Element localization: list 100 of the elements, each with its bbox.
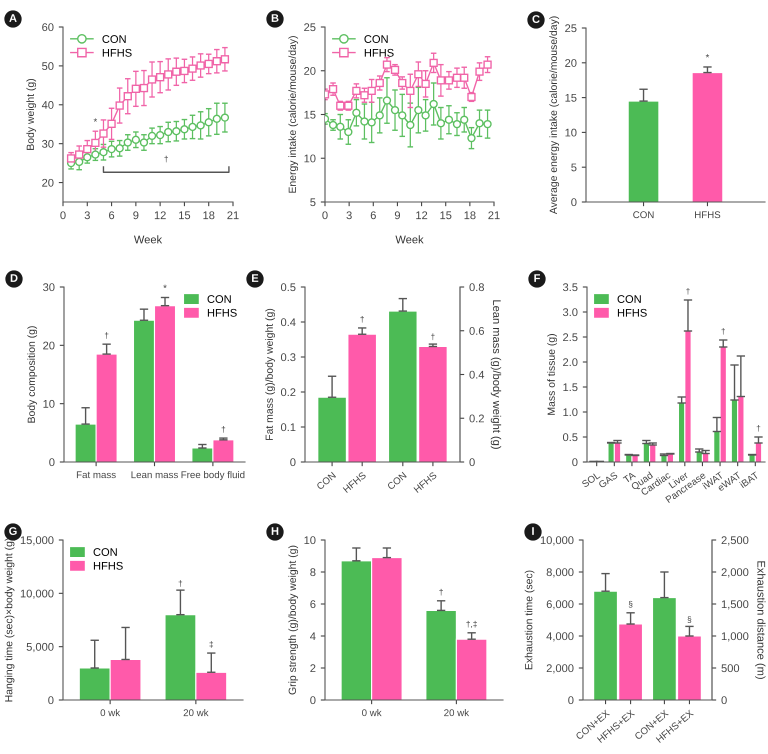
annotation: †: [222, 426, 226, 433]
x-tick-label: SOL: [581, 471, 601, 488]
y-tick-label: 25: [304, 23, 316, 32]
annotation: *: [94, 118, 98, 122]
y2-axis-title: Lean mass (g)/body weight (g): [490, 300, 502, 449]
y-tick-label: 25: [565, 24, 577, 32]
annotation: *: [163, 284, 167, 288]
y-tick-label: 20: [43, 342, 55, 350]
legend-label: HFHS: [102, 48, 132, 57]
x-tick-label: CON: [633, 211, 654, 218]
x-tick-label: 0 wk: [362, 709, 382, 716]
y-axis-title: Mass of tissue (g): [547, 334, 557, 415]
y-axis-title: Fat mass (g)/body weight (g): [265, 308, 275, 440]
y2-tick-label: 0.6: [469, 327, 484, 335]
y2-tick-label: 0: [721, 696, 727, 704]
x-tick-label: 0 wk: [100, 709, 120, 716]
annotation: †: [360, 316, 364, 323]
y-tick-label: 0.3: [280, 353, 296, 362]
chart-title: B: [272, 14, 279, 22]
y-axis-title: Exhaustion time (sec): [524, 570, 534, 670]
y-tick-label: 15,000: [20, 536, 54, 546]
x-tick-label: Lean mass: [132, 471, 178, 478]
y-axis-title: Body weight (g): [26, 78, 36, 150]
x-tick-label: 20 wk: [444, 709, 470, 716]
x-tick-label: 0: [322, 211, 328, 220]
x-tick-label: 18: [464, 211, 476, 220]
x-tick-label: 18: [203, 211, 214, 220]
chart-title: F: [534, 274, 540, 282]
x-tick-label: iBAT: [739, 471, 760, 488]
annotation: †: [164, 156, 168, 162]
legend-label: CON: [618, 295, 641, 303]
y2-tick-label: 1,500: [722, 600, 748, 610]
legend-label: CON: [102, 35, 126, 43]
legend-label: HFHS: [618, 308, 647, 317]
x-tick-label: 3: [84, 211, 90, 220]
legend-label: HFHS: [94, 562, 123, 570]
y-tick-label: 40: [42, 101, 54, 109]
y-tick-label: 8,000: [546, 568, 574, 578]
annotation: ‡: [210, 641, 214, 648]
chart-title: D: [10, 274, 18, 282]
y-tick-label: 6,000: [546, 600, 574, 610]
y-tick-label: 2.5: [563, 333, 578, 342]
x-tick-label: 21: [227, 211, 239, 220]
y2-tick-label: 0: [469, 458, 475, 466]
y-tick-label: 4: [310, 632, 316, 640]
annotation: †: [756, 425, 760, 432]
x-tick-label: HFHS: [695, 211, 720, 218]
x-tick-label: 12: [416, 211, 428, 220]
y-tick-label: 2: [310, 664, 316, 672]
y-tick-label: 0.1: [280, 423, 296, 432]
annotation: †: [104, 332, 108, 339]
y-tick-label: 4,000: [546, 632, 574, 642]
y-tick-label: 0.5: [562, 433, 578, 442]
y-tick-label: 10,000: [20, 590, 54, 599]
x-tick-label: 21: [488, 211, 500, 220]
y-tick-label: 10: [565, 128, 577, 137]
y2-tick-label: 0.4: [469, 370, 484, 379]
y-axis-title: Grip strength (g)/body weight (g): [288, 546, 298, 694]
y-tick-label: 30: [43, 283, 55, 292]
annotation: †: [178, 580, 182, 587]
x-tick-label: 20 wk: [184, 709, 209, 716]
x-axis-title: Week: [134, 235, 162, 244]
y2-tick-label: 500: [721, 664, 740, 672]
y-tick-label: 10: [304, 536, 316, 544]
x-tick-label: 3: [346, 211, 352, 220]
x-tick-label: Fat mass: [76, 471, 116, 478]
y-tick-label: 0: [310, 696, 316, 704]
y-tick-label: 2.0: [563, 358, 578, 366]
y2-tick-label: 2,500: [722, 536, 748, 546]
x-tick-label: 9: [133, 211, 138, 220]
y-tick-label: 5,000: [26, 642, 54, 652]
y-axis-title: Body composition (g): [27, 326, 38, 423]
y-tick-label: 15: [565, 94, 577, 102]
x-tick-label: 9: [394, 211, 400, 220]
annotation: †,‡: [466, 620, 477, 628]
y-axis-title: Energy intake (calorie/mouse/day): [288, 36, 298, 193]
y-tick-label: 10: [43, 400, 55, 408]
chart-title: A: [9, 14, 17, 22]
x-tick-label: 6: [109, 211, 114, 220]
y-tick-label: 1.0: [563, 408, 578, 416]
y-tick-label: 1.5: [563, 383, 578, 392]
legend-label: HFHS: [364, 48, 394, 57]
y-tick-label: 20: [42, 178, 54, 187]
x-tick-label: 0: [60, 211, 66, 220]
chart-title: E: [252, 274, 258, 282]
y2-tick-label: 2,000: [722, 568, 748, 578]
chart-title: I: [532, 527, 534, 535]
y-tick-label: 0.4: [280, 318, 296, 326]
y2-tick-label: 1,000: [722, 632, 748, 642]
x-tick-label: 15: [440, 211, 452, 220]
annotation: §: [688, 616, 692, 623]
y-tick-label: 6: [310, 600, 316, 608]
y-tick-label: 3.5: [562, 283, 578, 292]
annotation: †: [431, 333, 435, 340]
y-tick-label: 5: [310, 198, 316, 206]
x-tick-label: 12: [154, 211, 166, 220]
y2-tick-label: 0.8: [469, 283, 484, 292]
y-tick-label: 0: [290, 458, 296, 466]
x-tick-label: Free body fluid: [182, 471, 244, 480]
y-tick-label: 8: [310, 568, 316, 576]
